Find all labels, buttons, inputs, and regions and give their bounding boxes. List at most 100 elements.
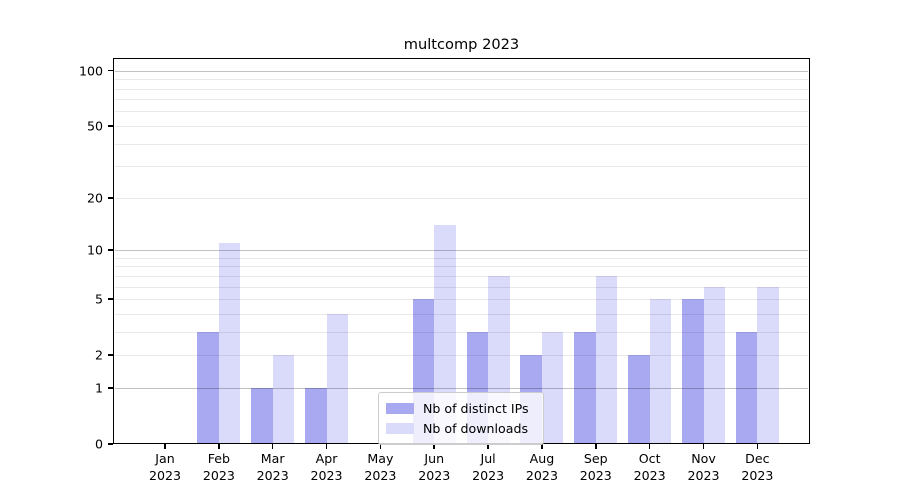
- y-tick-100: [108, 69, 113, 72]
- x-tick-year: 2023: [633, 468, 666, 483]
- legend-swatch-distinct-ips: [386, 402, 414, 414]
- x-tick-feb-2023: [218, 444, 220, 449]
- bar-nb-of-distinct-ips-oct-2023: [628, 355, 650, 444]
- x-tick-label-apr-2023: Apr 2023: [295, 450, 359, 484]
- legend-item-distinct-ips: Nb of distinct IPs: [386, 398, 534, 418]
- x-tick-label-may-2023: May 2023: [348, 450, 412, 484]
- x-tick-nov-2023: [702, 444, 705, 449]
- x-tick-jan-2023: [164, 444, 166, 449]
- x-tick-month: Mar: [260, 451, 285, 466]
- y-tick-label-1: 1: [94, 380, 103, 396]
- x-tick-may-2023: [379, 444, 382, 449]
- x-tick-jul-2023: [487, 444, 489, 449]
- bar-nb-of-downloads-feb-2023: [218, 243, 241, 444]
- gridline-minor-30: [115, 166, 808, 168]
- bar-nb-of-downloads-oct-2023: [649, 299, 672, 444]
- bar-nb-of-downloads-aug-2023: [541, 331, 564, 444]
- bar-nb-of-downloads-apr-2023: [326, 313, 349, 444]
- y-tick-label-100: 100: [78, 63, 103, 79]
- x-tick-sep-2023: [595, 444, 597, 449]
- x-tick-label-nov-2023: Nov 2023: [672, 450, 736, 484]
- y-tick-label-10: 10: [86, 242, 103, 258]
- x-tick-month: Apr: [315, 451, 338, 466]
- x-tick-month: Dec: [745, 451, 770, 466]
- gridline-minor-6: [115, 286, 808, 288]
- x-tick-label-jun-2023: Jun 2023: [402, 450, 466, 484]
- x-tick-dec-2023: [756, 444, 759, 449]
- gridline-minor-5: [115, 299, 808, 301]
- x-tick-label-dec-2023: Dec 2023: [725, 450, 789, 484]
- gridline-minor-40: [115, 143, 808, 145]
- y-tick-label-2: 2: [94, 347, 103, 363]
- y-tick-label-5: 5: [94, 291, 103, 307]
- x-tick-label-aug-2023: Aug 2023: [510, 450, 574, 484]
- x-tick-year: 2023: [418, 468, 451, 483]
- bar-nb-of-distinct-ips-dec-2023: [735, 331, 758, 444]
- x-tick-month: Oct: [638, 451, 661, 466]
- x-tick-month: Sep: [583, 451, 608, 466]
- bar-nb-of-distinct-ips-mar-2023: [251, 387, 273, 444]
- x-tick-month: Jun: [424, 451, 445, 466]
- x-tick-month: Nov: [691, 451, 716, 466]
- x-tick-month: Jan: [155, 451, 175, 466]
- legend-item-downloads: Nb of downloads: [386, 418, 534, 438]
- gridline-minor-4: [115, 313, 808, 315]
- bar-nb-of-distinct-ips-feb-2023: [197, 331, 219, 444]
- gridline-minor-3: [115, 331, 808, 333]
- legend-swatch-downloads: [386, 422, 414, 434]
- x-tick-label-sep-2023: Sep 2023: [564, 450, 628, 484]
- x-tick-mar-2023: [271, 444, 274, 449]
- gridline-minor-70: [115, 99, 808, 101]
- legend-label-distinct-ips: Nb of distinct IPs: [423, 400, 529, 416]
- gridline-major-100: [115, 70, 808, 72]
- x-tick-year: 2023: [525, 468, 558, 483]
- x-tick-jun-2023: [433, 444, 436, 449]
- x-tick-month: Aug: [529, 451, 555, 466]
- bar-nb-of-downloads-mar-2023: [272, 355, 295, 444]
- legend-label-downloads: Nb of downloads: [423, 420, 529, 436]
- y-tick-label-0: 0: [94, 436, 103, 452]
- x-tick-month: Jul: [480, 451, 496, 466]
- x-tick-year: 2023: [148, 468, 182, 483]
- y-tick-1: [108, 387, 113, 389]
- gridline-minor-9: [115, 257, 808, 259]
- x-tick-month: Feb: [207, 451, 230, 466]
- x-tick-year: 2023: [364, 468, 397, 483]
- y-tick-0: [108, 443, 113, 445]
- gridline-minor-60: [115, 111, 808, 113]
- legend: Nb of distinct IPs Nb of downloads: [378, 392, 544, 445]
- gridline-major-10: [115, 250, 808, 252]
- y-tick-label-50: 50: [86, 118, 103, 134]
- bar-nb-of-distinct-ips-sep-2023: [574, 331, 596, 444]
- x-tick-label-jan-2023: Jan 2023: [133, 450, 197, 484]
- bar-nb-of-distinct-ips-apr-2023: [305, 387, 327, 444]
- y-tick-2: [108, 354, 113, 356]
- x-tick-year: 2023: [202, 468, 235, 483]
- y-tick-20: [108, 196, 113, 199]
- bar-nb-of-downloads-jun-2023: [434, 224, 456, 444]
- x-tick-label-oct-2023: Oct 2023: [618, 450, 682, 484]
- y-tick-label-20: 20: [86, 190, 103, 206]
- x-tick-label-jul-2023: Jul 2023: [456, 450, 520, 484]
- gridline-minor-2: [115, 355, 808, 357]
- x-tick-year: 2023: [256, 468, 289, 483]
- x-tick-year: 2023: [579, 468, 612, 483]
- bar-nb-of-downloads-sep-2023: [595, 275, 618, 444]
- x-tick-year: 2023: [310, 468, 343, 483]
- x-tick-year: 2023: [741, 468, 774, 483]
- bar-nb-of-downloads-nov-2023: [703, 286, 725, 444]
- x-tick-label-mar-2023: Mar 2023: [241, 450, 305, 484]
- x-tick-apr-2023: [325, 444, 328, 449]
- x-tick-oct-2023: [648, 444, 651, 449]
- x-tick-year: 2023: [687, 468, 720, 483]
- gridline-minor-8: [115, 266, 808, 268]
- gridline-minor-80: [115, 88, 808, 90]
- bar-nb-of-downloads-dec-2023: [757, 286, 779, 444]
- gridline-minor-7: [115, 275, 808, 277]
- gridline-minor-90: [115, 79, 808, 81]
- gridline-major-1: [115, 387, 808, 389]
- gridline-minor-50: [115, 125, 808, 127]
- bar-nb-of-distinct-ips-nov-2023: [682, 299, 704, 444]
- chart-title: multcomp 2023: [403, 36, 520, 53]
